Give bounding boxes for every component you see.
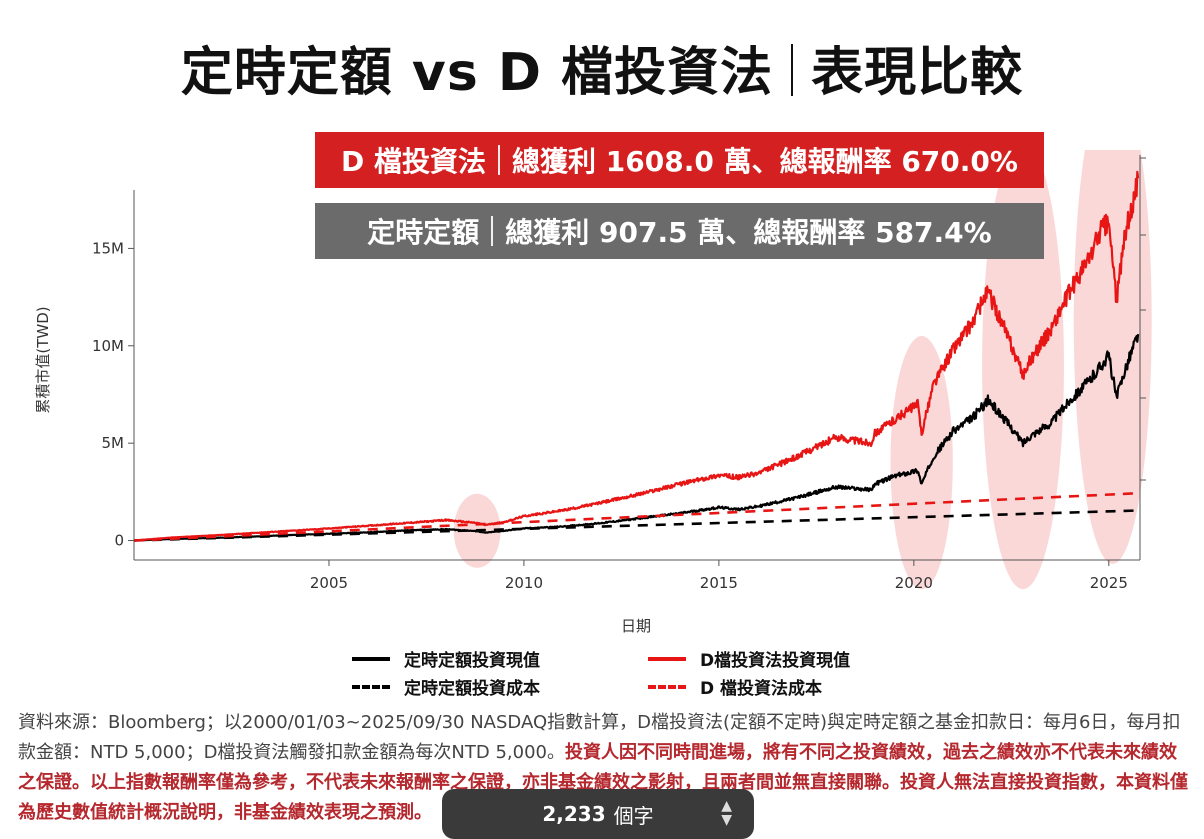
legend-item-dca-value: 定時定額投資現值 (352, 646, 540, 671)
series-line (133, 491, 1139, 542)
x-tick-label: 2005 (310, 574, 348, 592)
title-divider (791, 44, 794, 96)
footnote-warning: 投資人因不同時間進場，將有不同之投資績效，過去之績效亦不代表未來績效之保證。以上… (18, 742, 1188, 823)
title-right: 表現比較 (811, 43, 1024, 103)
series-line (133, 170, 1140, 542)
y-tick-label: 5M (102, 434, 125, 452)
y-axis-label: 累積市值(TWD) (34, 306, 52, 413)
chevron-up-down-icon[interactable]: ▲ ▼ (721, 798, 732, 828)
y-tick-label: 15M (92, 239, 124, 257)
x-tick-label: 2015 (700, 574, 738, 592)
legend-swatch-dashed-red (648, 684, 686, 689)
x-axis-label: 日期 (621, 617, 651, 635)
dca-summary-banner: 定時定額 總獲利 907.5 萬、總報酬率 587.4% (315, 203, 1044, 259)
d-method-banner-name: D 檔投資法 (341, 145, 487, 178)
legend-label: D檔投資法投資現值 (700, 651, 851, 671)
banner-divider (491, 216, 494, 246)
legend-item-d-value: D檔投資法投資現值 (648, 646, 850, 671)
legend-label: 定時定額投資現值 (404, 651, 540, 671)
footnote-source: 資料來源：Bloomberg；以2000/01/03~2025/09/30 NA… (18, 712, 1181, 763)
footnote: 資料來源：Bloomberg；以2000/01/03~2025/09/30 NA… (18, 708, 1190, 828)
legend-item-d-cost: D 檔投資法成本 (648, 674, 822, 699)
legend-label: D 檔投資法成本 (700, 679, 823, 699)
chart-legend: 定時定額投資現值 D檔投資法投資現值 定時定額投資成本 D 檔投資法成本 (0, 642, 1204, 702)
chart-axes: 0 5M 10M 15M 2005 2010 2015 2020 2025 (92, 155, 1146, 592)
legend-swatch-solid-black (352, 656, 390, 661)
dca-banner-name: 定時定額 (367, 216, 480, 249)
y-tick-label: 10M (92, 337, 124, 355)
legend-item-dca-cost: 定時定額投資成本 (352, 674, 540, 699)
legend-swatch-solid-red (648, 656, 686, 661)
word-count-number: 2,233 (542, 802, 606, 826)
word-count-unit: 個字 (613, 803, 654, 828)
banner-divider (498, 145, 501, 175)
y-tick-label: 0 (114, 532, 124, 550)
x-tick-label: 2010 (505, 574, 543, 592)
page-title: 定時定額 vs D 檔投資法 表現比較 (0, 30, 1204, 105)
series-line (133, 509, 1139, 542)
word-count-badge[interactable]: 2,233 個字 ▲ ▼ (442, 789, 754, 839)
x-tick-label: 2020 (895, 574, 933, 592)
x-tick-label: 2025 (1090, 574, 1128, 592)
legend-label: 定時定額投資成本 (404, 679, 540, 699)
legend-swatch-dashed-black (352, 684, 390, 689)
title-left: 定時定額 vs D 檔投資法 (180, 43, 774, 103)
chart-series (133, 170, 1140, 542)
dca-banner-stats: 總獲利 907.5 萬、總報酬率 587.4% (505, 216, 992, 249)
d-method-banner-stats: 總獲利 1608.0 萬、總報酬率 670.0% (512, 145, 1018, 178)
highlight-ellipse (890, 336, 953, 590)
highlight-ellipse (982, 150, 1064, 590)
d-method-summary-banner: D 檔投資法 總獲利 1608.0 萬、總報酬率 670.0% (315, 132, 1044, 188)
